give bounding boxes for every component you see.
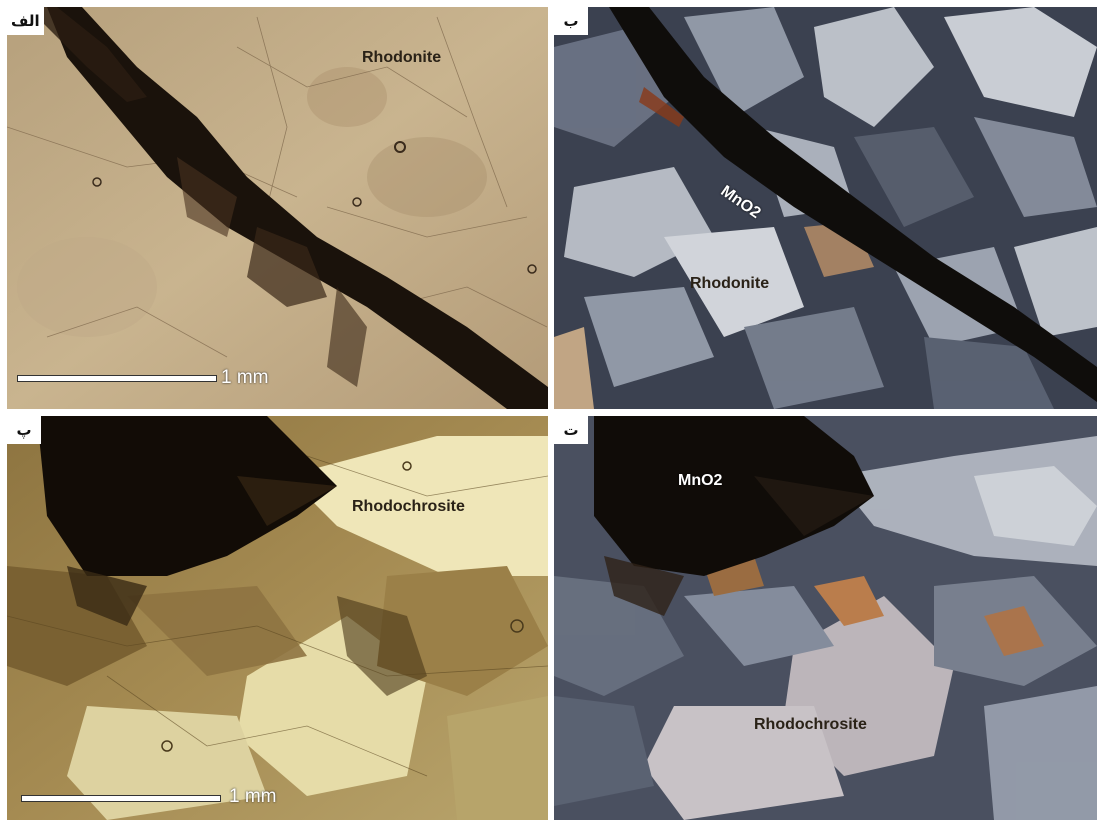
panel-tag: ت	[554, 416, 588, 444]
vein-label: MnO2	[678, 472, 723, 489]
panel-tag: ب	[554, 7, 588, 35]
micrograph-a-image	[7, 7, 548, 409]
scale-label: 1 mm	[221, 367, 269, 388]
scale-bar	[21, 795, 221, 802]
micrograph-b-image	[554, 7, 1097, 409]
mineral-label: Rhodonite	[690, 275, 770, 292]
micrograph-d-image	[554, 416, 1097, 820]
mineral-label: Rhodochrosite	[754, 716, 867, 733]
micrograph-panel-b: ب MnO2 Rhodonite	[554, 7, 1097, 409]
scale-label: 1 mm	[229, 786, 277, 807]
micrograph-panel-c: پ Rhodochrosite 1 mm	[7, 416, 548, 820]
mineral-label: Rhodonite	[362, 49, 442, 66]
micrograph-c-image	[7, 416, 548, 820]
scale-bar	[17, 375, 217, 382]
micrograph-panel-d: ت MnO2 Rhodochrosite	[554, 416, 1097, 820]
panel-tag: پ	[7, 416, 41, 444]
mineral-label: Rhodochrosite	[352, 498, 465, 515]
micrograph-panel-a: الف Rhodonite 1 mm	[7, 7, 548, 409]
panel-tag: الف	[7, 7, 44, 35]
